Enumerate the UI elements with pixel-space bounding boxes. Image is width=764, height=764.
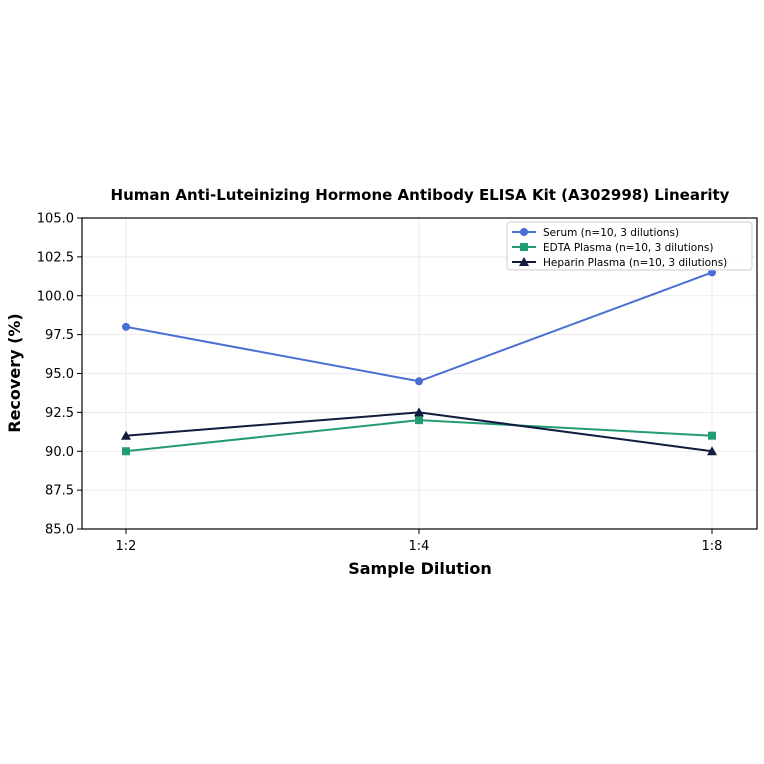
x-axis-label: Sample Dilution <box>348 559 492 578</box>
data-point <box>415 377 423 386</box>
legend: Serum (n=10, 3 dilutions) EDTA Plasma (n=… <box>506 221 753 271</box>
series-1 <box>122 268 716 386</box>
y-axis-label: Recovery (%) <box>5 313 24 432</box>
y-tick-label: 85.0 <box>45 523 74 538</box>
ticks: 85.0 87.5 90.0 92.5 95.0 97.5 100.0 102.5 105.0 1… <box>37 212 723 555</box>
legend-marker <box>520 243 528 251</box>
y-tick-label: 102.5 <box>37 250 74 265</box>
legend-label: Serum (n=10, 3 dilutions) <box>543 227 679 239</box>
legend-entry: EDTA Plasma (n=10, 3 dilutions) <box>512 242 713 254</box>
y-tick-label: 95.0 <box>45 367 74 382</box>
data-point <box>122 447 130 456</box>
data-point <box>415 416 423 425</box>
data-point <box>707 446 717 456</box>
series-layer <box>121 268 717 456</box>
chart-title: Human Anti-Luteinizing Hormone Antibody … <box>111 186 730 204</box>
legend-box <box>506 221 753 271</box>
data-point <box>708 431 716 440</box>
legend-entry: Serum (n=10, 3 dilutions) <box>512 227 679 239</box>
legend-label: Heparin Plasma (n=10, 3 dilutions) <box>543 257 727 269</box>
legend-label: EDTA Plasma (n=10, 3 dilutions) <box>543 242 713 254</box>
y-tick-label: 105.0 <box>37 212 74 227</box>
x-tick-label: 1:8 <box>702 539 723 554</box>
legend-marker <box>519 257 529 266</box>
y-tick-label: 87.5 <box>45 484 74 499</box>
series-3 <box>121 407 717 456</box>
data-point <box>121 430 131 440</box>
y-tick-label: 97.5 <box>45 328 74 343</box>
x-tick-label: 1:2 <box>116 539 137 554</box>
legend-marker <box>520 228 528 236</box>
data-point <box>414 407 424 417</box>
y-tick-label: 100.0 <box>37 289 74 304</box>
legend-entry: Heparin Plasma (n=10, 3 dilutions) <box>512 257 727 269</box>
x-tick-label: 1:4 <box>409 539 430 554</box>
y-tick-label: 90.0 <box>45 445 74 460</box>
series-2 <box>122 416 716 456</box>
data-point <box>122 322 130 331</box>
y-tick-label: 92.5 <box>45 406 74 421</box>
